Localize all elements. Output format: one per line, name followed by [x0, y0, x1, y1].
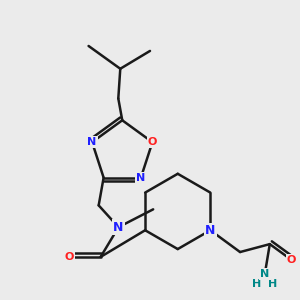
Text: N: N	[113, 221, 124, 234]
Text: N: N	[205, 224, 215, 237]
Text: O: O	[64, 252, 74, 262]
Text: O: O	[287, 255, 296, 265]
Text: N: N	[136, 172, 146, 183]
Text: O: O	[148, 137, 157, 147]
Text: H: H	[268, 279, 278, 289]
Text: N: N	[88, 137, 97, 147]
Text: N: N	[260, 269, 269, 279]
Text: H: H	[252, 279, 262, 289]
